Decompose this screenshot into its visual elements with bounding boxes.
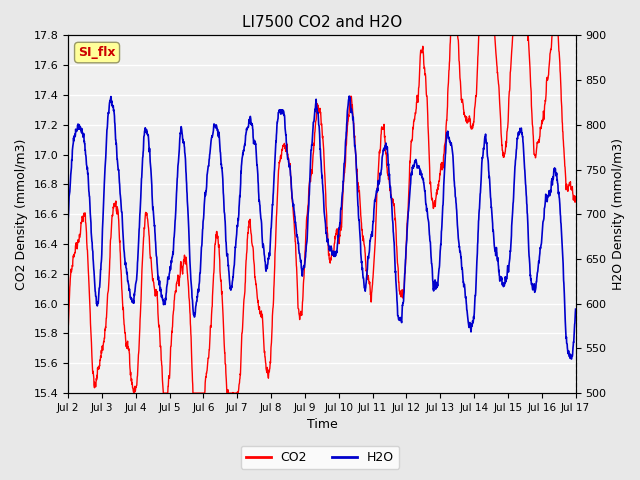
Legend: CO2, H2O: CO2, H2O — [241, 446, 399, 469]
Title: LI7500 CO2 and H2O: LI7500 CO2 and H2O — [242, 15, 402, 30]
Text: SI_flx: SI_flx — [78, 46, 116, 59]
X-axis label: Time: Time — [307, 419, 337, 432]
Y-axis label: CO2 Density (mmol/m3): CO2 Density (mmol/m3) — [15, 139, 28, 290]
Y-axis label: H2O Density (mmol/m3): H2O Density (mmol/m3) — [612, 138, 625, 290]
